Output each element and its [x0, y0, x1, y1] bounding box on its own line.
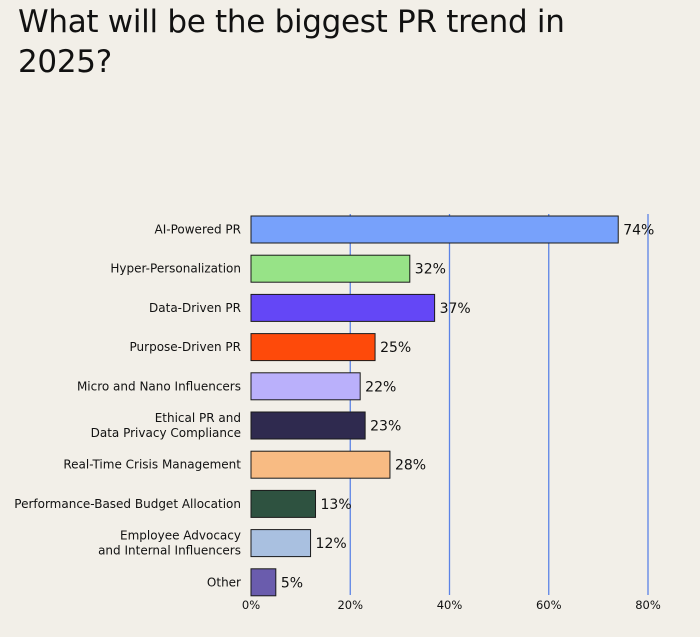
category-label: Real-Time Crisis Management	[63, 458, 241, 472]
category-label: Performance-Based Budget Allocation	[14, 497, 241, 511]
value-label: 23%	[370, 419, 401, 435]
category-label: Ethical PR and	[155, 411, 241, 425]
value-labels: 74% 32% 37% 25% 22% 23% 28% 13% 12% 5%	[281, 223, 655, 592]
category-label: Other	[207, 575, 241, 589]
value-label: 74%	[623, 223, 654, 239]
value-label: 22%	[365, 379, 396, 395]
x-axis-ticks: 0% 20% 40% 60% 80%	[242, 598, 661, 612]
value-label: 25%	[380, 340, 411, 356]
value-label: 37%	[440, 301, 471, 317]
bars	[250, 215, 619, 597]
category-label: Purpose-Driven PR	[130, 340, 241, 354]
bar	[250, 411, 366, 440]
x-tick-label: 20%	[337, 598, 363, 612]
bar	[250, 254, 411, 283]
bar	[250, 489, 317, 518]
category-label: Micro and Nano Influencers	[77, 379, 241, 393]
value-label: 5%	[281, 575, 303, 591]
x-tick-label: 40%	[437, 598, 463, 612]
chart-title: What will be the biggest PR trend in 202…	[18, 4, 565, 80]
category-label: Data-Driven PR	[149, 301, 241, 315]
bar	[250, 568, 277, 597]
bar	[250, 529, 312, 558]
bar	[250, 293, 436, 322]
bar	[250, 333, 376, 362]
category-label: Data Privacy Compliance	[91, 426, 241, 440]
value-label: 12%	[316, 536, 347, 552]
x-tick-label: 60%	[536, 598, 562, 612]
value-label: 32%	[415, 262, 446, 278]
value-label: 13%	[321, 497, 352, 513]
category-label: AI-Powered PR	[155, 223, 241, 237]
category-labels: AI-Powered PR Hyper-Personalization Data-D…	[14, 223, 241, 590]
category-label: Employee Advocacy	[120, 529, 241, 543]
category-label: and Internal Influencers	[98, 544, 241, 558]
bar	[250, 215, 619, 244]
bar	[250, 372, 361, 401]
value-label: 28%	[395, 458, 426, 474]
bar	[250, 450, 391, 479]
category-label: Hyper-Personalization	[110, 262, 241, 276]
x-tick-label: 80%	[635, 598, 661, 612]
x-tick-label: 0%	[242, 598, 260, 612]
